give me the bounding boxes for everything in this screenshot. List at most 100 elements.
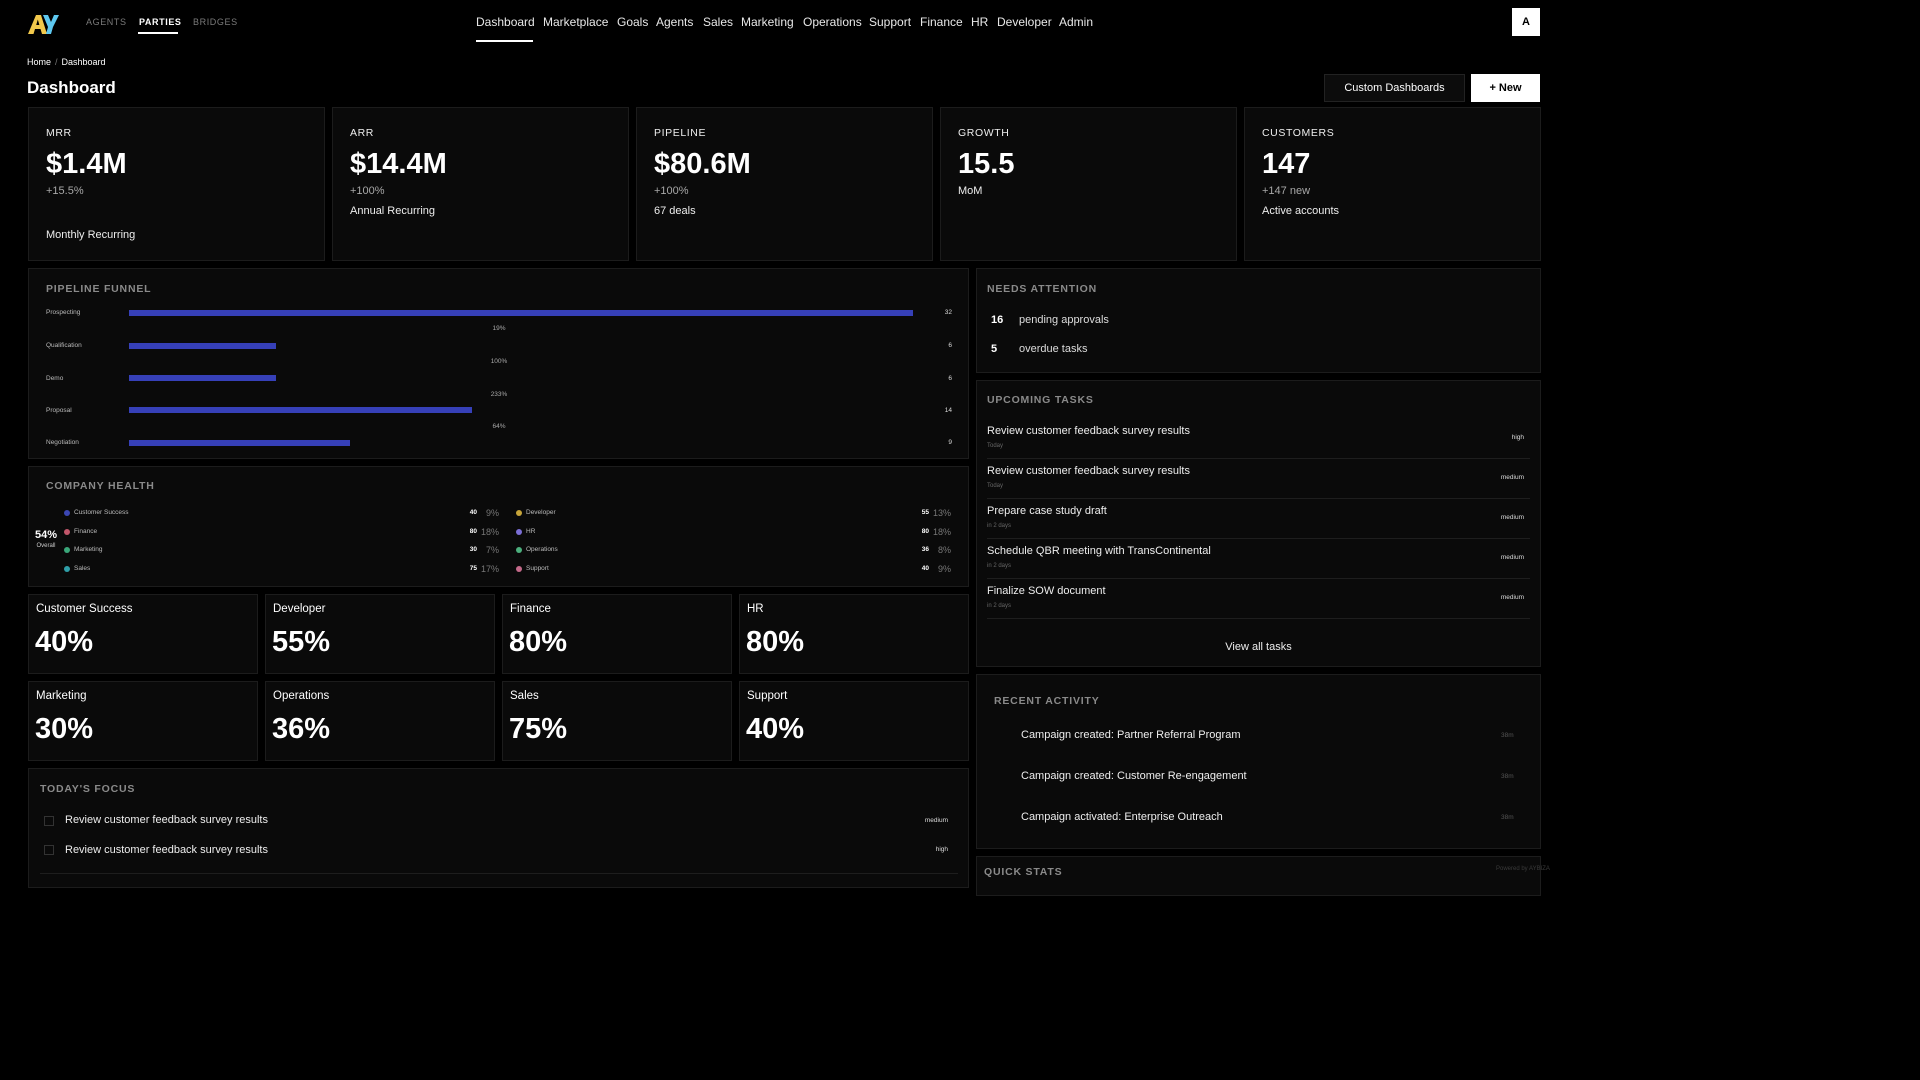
- party-tab-bridges[interactable]: BRIDGES: [193, 17, 238, 27]
- nav-admin[interactable]: Admin: [1059, 15, 1094, 29]
- department-value: 80%: [746, 626, 805, 658]
- department-tile-hr[interactable]: HR 80%: [739, 594, 969, 674]
- funnel-stage-label: Prospecting: [46, 309, 81, 316]
- funnel-bar[interactable]: [129, 375, 276, 381]
- department-tile-marketing[interactable]: Marketing 30%: [28, 681, 258, 761]
- funnel-conversion-rate: 64%: [492, 423, 506, 430]
- health-dot-icon: [516, 547, 522, 553]
- task-row[interactable]: Finalize SOW document in 2 days medium: [987, 579, 1530, 619]
- focus-checkbox[interactable]: [44, 816, 54, 826]
- nav-goals[interactable]: Goals: [617, 15, 649, 29]
- nav-operations[interactable]: Operations: [803, 15, 862, 29]
- custom-dashboards-button[interactable]: Custom Dashboards: [1324, 74, 1465, 102]
- funnel-stage-count: 14: [944, 407, 952, 414]
- nav-developer[interactable]: Developer: [997, 15, 1052, 29]
- health-item-value: 40: [921, 565, 929, 572]
- task-due: Today: [987, 443, 1004, 449]
- section-title: UPCOMING TASKS: [987, 394, 1094, 406]
- focus-item-text: Review customer feedback survey results: [65, 814, 268, 826]
- activity-item-text[interactable]: Campaign created: Partner Referral Progr…: [1021, 729, 1241, 741]
- health-item[interactable]: Developer 55 13%: [516, 508, 952, 519]
- nav-marketing[interactable]: Marketing: [741, 15, 794, 29]
- kpi-label: CUSTOMERS: [1262, 127, 1335, 139]
- nav-hr[interactable]: HR: [971, 15, 989, 29]
- section-title: TODAY'S FOCUS: [40, 783, 136, 795]
- health-item[interactable]: Marketing 30 7%: [64, 545, 500, 556]
- nav-finance[interactable]: Finance: [920, 15, 963, 29]
- nav-support[interactable]: Support: [869, 15, 912, 29]
- kpi-card-pipeline[interactable]: PIPELINE $80.6M +100% 67 deals: [636, 107, 933, 261]
- department-value: 75%: [509, 713, 568, 745]
- party-tab-parties[interactable]: PARTIES: [139, 17, 182, 27]
- kpi-card-mrr[interactable]: MRR $1.4M +15.5% Monthly Recurring: [28, 107, 325, 261]
- divider: [40, 873, 958, 874]
- health-item-pct: 18%: [480, 527, 499, 537]
- view-all-tasks-link[interactable]: View all tasks: [1225, 641, 1292, 653]
- funnel-bar[interactable]: [129, 440, 350, 446]
- task-priority-badge: high: [1511, 434, 1524, 441]
- party-tab-agents[interactable]: AGENTS: [86, 17, 127, 27]
- health-item[interactable]: Finance 80 18%: [64, 527, 500, 538]
- activity-item-text[interactable]: Campaign created: Customer Re-engagement: [1021, 770, 1247, 782]
- funnel-stage-label: Qualification: [46, 342, 82, 349]
- pending-approvals-link[interactable]: pending approvals: [1019, 314, 1109, 326]
- health-item[interactable]: Support 40 9%: [516, 564, 952, 575]
- funnel-stage-label: Negotiation: [46, 439, 79, 446]
- health-item[interactable]: Sales 75 17%: [64, 564, 500, 575]
- funnel-stage-count: 6: [948, 375, 952, 382]
- breadcrumb: Home / Dashboard: [27, 57, 106, 67]
- task-row[interactable]: Review customer feedback survey results …: [987, 419, 1530, 459]
- health-item[interactable]: Operations 36 8%: [516, 545, 952, 556]
- kpi-value: $80.6M: [654, 148, 751, 180]
- task-row[interactable]: Review customer feedback survey results …: [987, 459, 1530, 499]
- department-tile-support[interactable]: Support 40%: [739, 681, 969, 761]
- kpi-value: 15.5: [958, 148, 1015, 180]
- funnel-stage-count: 6: [948, 342, 952, 349]
- task-priority-badge: medium: [1500, 514, 1524, 521]
- funnel-bar[interactable]: [129, 310, 913, 316]
- kpi-card-customers[interactable]: CUSTOMERS 147 +147 new Active accounts: [1244, 107, 1541, 261]
- activity-item-text[interactable]: Campaign activated: Enterprise Outreach: [1021, 811, 1223, 823]
- health-item[interactable]: HR 80 18%: [516, 527, 952, 538]
- nav-agents[interactable]: Agents: [656, 15, 694, 29]
- department-tile-developer[interactable]: Developer 55%: [265, 594, 495, 674]
- focus-checkbox[interactable]: [44, 845, 54, 855]
- nav-sales[interactable]: Sales: [703, 15, 734, 29]
- funnel-bar[interactable]: [129, 407, 472, 413]
- task-row[interactable]: Schedule QBR meeting with TransContinent…: [987, 539, 1530, 579]
- health-item-name: Operations: [526, 546, 558, 553]
- section-title: NEEDS ATTENTION: [987, 283, 1098, 295]
- logo-icon[interactable]: [27, 13, 59, 35]
- department-tile-finance[interactable]: Finance 80%: [502, 594, 732, 674]
- health-item[interactable]: Customer Success 40 9%: [64, 508, 500, 519]
- recent-activity-card: RECENT ACTIVITY Campaign created: Partne…: [976, 674, 1541, 849]
- health-item-pct: 9%: [485, 508, 499, 518]
- department-tile-customer-success[interactable]: Customer Success 40%: [28, 594, 258, 674]
- nav-dashboard[interactable]: Dashboard: [476, 15, 535, 29]
- overdue-tasks-link[interactable]: overdue tasks: [1019, 343, 1088, 355]
- funnel-bar[interactable]: [129, 343, 276, 349]
- task-row[interactable]: Prepare case study draft in 2 days mediu…: [987, 499, 1530, 539]
- health-item-value: 55: [921, 509, 929, 516]
- health-item-pct: 13%: [932, 508, 951, 518]
- party-tab-active-indicator: [138, 32, 178, 34]
- new-button[interactable]: + New: [1471, 74, 1540, 102]
- health-dot-icon: [64, 547, 70, 553]
- focus-item-text: Review customer feedback survey results: [65, 844, 268, 856]
- department-name: Developer: [273, 603, 326, 615]
- section-title: COMPANY HEALTH: [46, 480, 155, 492]
- kpi-description: 67 deals: [654, 205, 696, 217]
- breadcrumb-home[interactable]: Home: [27, 57, 52, 67]
- kpi-card-growth[interactable]: GROWTH 15.5 MoM: [940, 107, 1237, 261]
- funnel-stage-label: Proposal: [46, 407, 72, 414]
- kpi-card-arr[interactable]: ARR $14.4M +100% Annual Recurring: [332, 107, 629, 261]
- funnel-stage-label: Demo: [46, 375, 64, 382]
- task-due: in 2 days: [987, 563, 1012, 569]
- department-tile-operations[interactable]: Operations 36%: [265, 681, 495, 761]
- department-tile-sales[interactable]: Sales 75%: [502, 681, 732, 761]
- department-name: Support: [747, 690, 788, 702]
- health-overall-value: 54%: [34, 529, 58, 541]
- nav-marketplace[interactable]: Marketplace: [543, 15, 609, 29]
- page-title: Dashboard: [27, 78, 116, 97]
- user-avatar[interactable]: A: [1512, 8, 1540, 36]
